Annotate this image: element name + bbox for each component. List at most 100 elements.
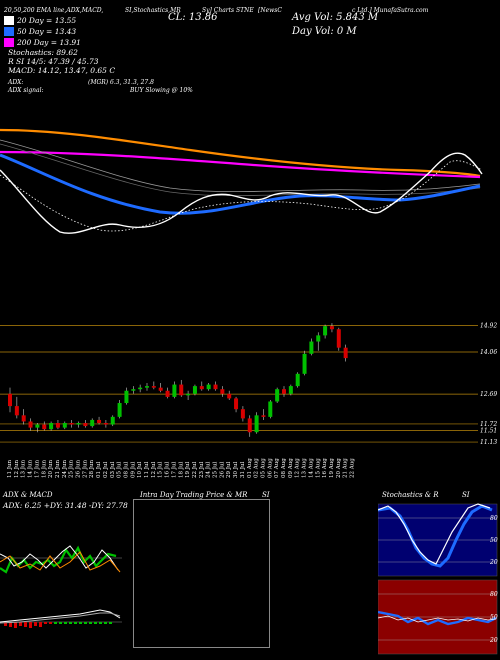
candle-body [240, 409, 245, 419]
date-label: 14 Aug [308, 458, 314, 478]
ema-thin-gray-line-2 [0, 143, 481, 197]
candle-body [35, 424, 40, 428]
rsi-level-80: 80 [490, 591, 498, 598]
macd-stat: MACD: 14.12, 13.47, 0.65 C [8, 66, 116, 75]
stoch-level-20: 20 [489, 559, 498, 566]
stochastics-blue-line [378, 504, 493, 568]
intraday-panel-box [133, 499, 270, 648]
macd-bar [44, 622, 47, 624]
adx-values: (MGR) 6.3, 31.3, 27.8 [88, 79, 154, 86]
date-label: 29 Jul [226, 462, 232, 478]
legend-20day-label: 20 Day = 13.55 [17, 16, 77, 25]
candle-body [206, 384, 211, 390]
candle-body [282, 389, 286, 394]
date-label: 05 Aug [260, 458, 266, 478]
ema-dotted-line [0, 160, 483, 232]
date-label: 20 Jun [48, 460, 54, 478]
date-label: 08 Aug [281, 458, 287, 478]
legend-50day-label: 50 Day = 13.43 [17, 27, 77, 36]
candle-body [199, 386, 204, 390]
candle-body [21, 415, 26, 422]
macd-bar [64, 622, 67, 624]
intraday-panel-si: SI [262, 491, 270, 499]
price-level-label: 14.06 [480, 349, 497, 356]
macd-bar [34, 622, 37, 626]
candle-body [76, 423, 81, 425]
candle-body [261, 415, 266, 417]
date-label: 05 Jul [117, 462, 123, 478]
stoch-level-50: 50 [490, 537, 498, 544]
legend-200day-label: 200 Day = 13.91 [17, 38, 81, 47]
candlesticks [8, 323, 348, 437]
candle-body [42, 424, 47, 430]
stochastics-stat: Stochastics: 89.62 [8, 48, 78, 57]
date-label: 12 Aug [295, 458, 301, 478]
candle-body [227, 393, 232, 399]
candle-body [323, 326, 328, 336]
price-level-label: 11.51 [480, 427, 497, 434]
macd-bar [94, 622, 97, 624]
candle-body [302, 353, 307, 374]
candle-body [343, 347, 348, 359]
date-label: 22 Jul [192, 462, 198, 478]
candle-body [14, 406, 19, 416]
date-label: 11 Jun [7, 460, 13, 478]
candle-body [336, 329, 341, 348]
macd-bar [29, 622, 32, 628]
date-label: 25 Jul [213, 462, 219, 478]
date-label: 01 Jul [96, 462, 102, 478]
date-label: 19 Jul [185, 462, 191, 478]
date-axis-labels: 11 Jun 12 Jun 13 Jun 14 Jun 17 Jun 18 Jun 20 J… [7, 458, 356, 478]
date-label: 22 Aug [350, 458, 356, 478]
candle-body [220, 389, 225, 394]
ema-20-white-line [0, 152, 483, 234]
legend-200day-swatch [4, 38, 14, 47]
date-label: 18 Jul [178, 462, 184, 478]
macd-bar [54, 622, 57, 624]
stoch-rsi-chart: 80 50 20 80 50 20 [378, 503, 498, 655]
candle-body [83, 423, 88, 427]
date-label: 17 Jun [34, 460, 40, 478]
candle-body [90, 419, 95, 427]
candle-body [117, 403, 122, 417]
date-label: 28 Jun [89, 460, 95, 478]
header-stoch-label: SI,Stochastics,MR [125, 7, 181, 14]
date-label: 27 Jun [82, 460, 88, 478]
date-label: 21 Aug [343, 458, 349, 478]
candle-body [151, 386, 156, 388]
avg-volume-label: Avg Vol: 5.843 M [292, 12, 379, 23]
legend-20day-swatch [4, 16, 14, 25]
date-label: 17 Jul [171, 462, 177, 478]
candle-body [329, 326, 334, 330]
date-label: 02 Jul [103, 462, 109, 478]
macd-bar [14, 622, 17, 628]
candle-body [268, 401, 273, 417]
macd-bar [84, 622, 87, 624]
adx-label: ADX: [8, 79, 24, 86]
price-level-label: 11.13 [480, 439, 497, 446]
date-label: 06 Aug [267, 458, 273, 478]
adx-white-line [0, 545, 119, 571]
macd-bar [104, 622, 107, 624]
date-label: 31 Jul [240, 462, 246, 478]
macd-bar [24, 622, 27, 627]
candle-body [97, 419, 102, 424]
macd-bar [99, 622, 102, 624]
candle-body [172, 384, 177, 397]
date-label: 08 Jul [123, 462, 129, 478]
date-label: 01 Aug [247, 458, 253, 478]
candle-body [49, 423, 54, 430]
adx-panel-values: ADX: 6.25 +DY: 31.48 -DY: 27.78 [3, 501, 128, 510]
date-label: 09 Jul [130, 462, 136, 478]
date-label: 10 Jul [137, 462, 143, 478]
day-volume-label: Day Vol: 0 M [292, 26, 357, 37]
date-label: 19 Aug [329, 458, 335, 478]
macd-indicator-chart [0, 609, 122, 628]
macd-histogram [4, 622, 112, 628]
date-label: 12 Jun [14, 460, 20, 478]
header-exchange-label: [NewsC [258, 7, 282, 14]
price-level-label: 14.92 [480, 323, 497, 330]
candle-body [234, 398, 239, 410]
adx-orange-line [0, 551, 121, 573]
